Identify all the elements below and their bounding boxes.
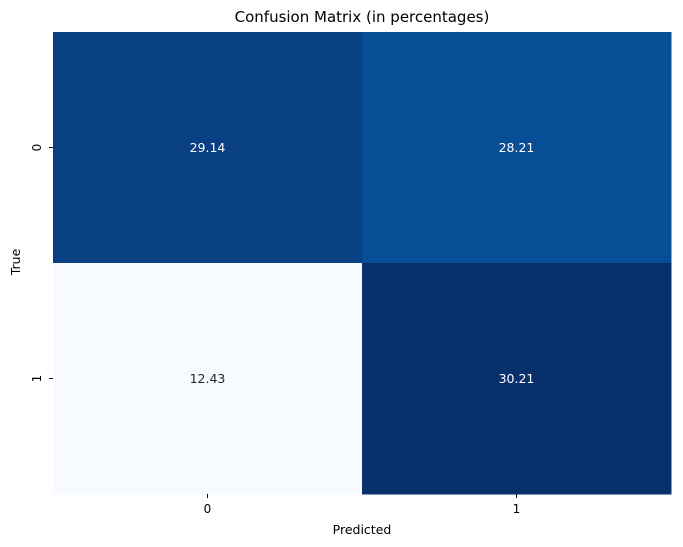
y-axis-label: True (8, 248, 23, 276)
heatmap-cells (53, 32, 672, 495)
heatmap-cell-1-1 (362, 263, 672, 495)
x-tick-label-1: 1 (513, 502, 521, 516)
heatmap-cell-1-0 (53, 263, 363, 495)
heatmap-cell-label-0-1: 28.21 (499, 140, 535, 155)
heatmap-cell-0-0 (53, 32, 363, 264)
heatmap-cell-labels: 29.14 28.21 12.43 30.21 (190, 140, 535, 386)
x-axis-label: Predicted (333, 522, 392, 537)
heatmap-cell-label-1-0: 12.43 (190, 371, 226, 386)
x-tick-label-0: 0 (204, 502, 212, 516)
y-tick-label-1: 1 (30, 375, 44, 383)
heatmap-cell-0-1 (362, 32, 672, 264)
y-tick-label-0: 0 (30, 144, 44, 152)
y-axis-ticks: 01 (30, 144, 53, 383)
chart-title: Confusion Matrix (in percentages) (235, 8, 490, 26)
heatmap-cell-label-1-1: 30.21 (499, 371, 535, 386)
heatmap-cell-label-0-0: 29.14 (190, 140, 226, 155)
